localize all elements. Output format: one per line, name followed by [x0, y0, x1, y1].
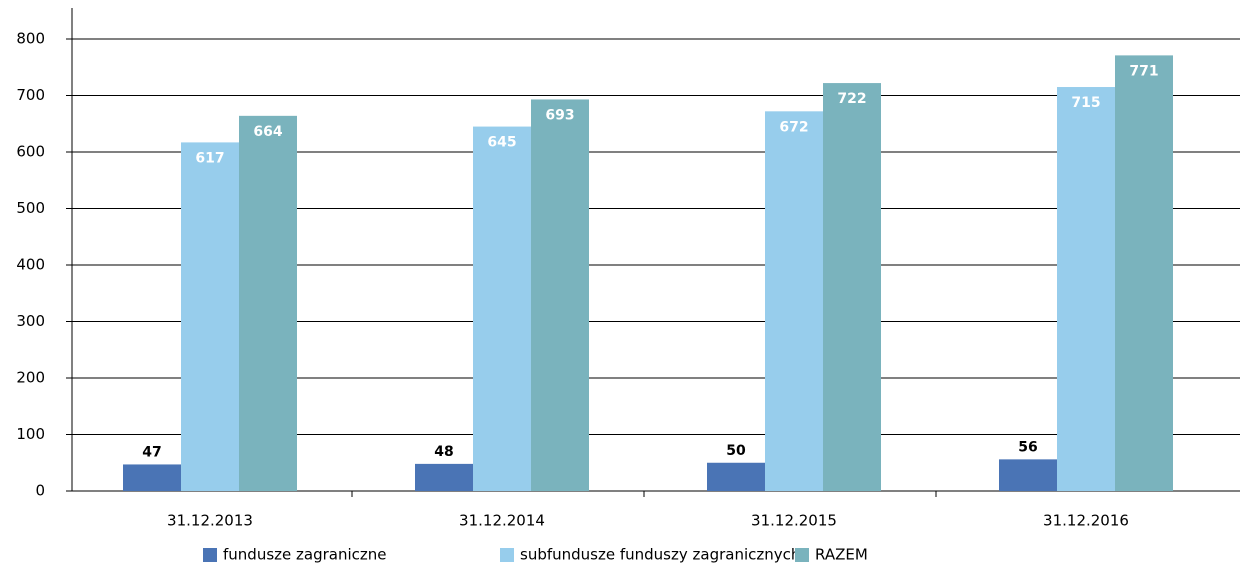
y-tick-label: 600 — [16, 143, 45, 161]
y-tick-label: 500 — [16, 199, 45, 217]
bar — [765, 111, 823, 491]
bar — [707, 462, 765, 491]
legend-label: subfundusze funduszy zagranicznych — [520, 546, 800, 564]
value-label: 617 — [195, 150, 224, 166]
bar — [473, 126, 531, 491]
legend-label: fundusze zagraniczne — [223, 546, 386, 564]
bar — [999, 459, 1057, 491]
bar — [239, 115, 297, 491]
legend-label: RAZEM — [815, 546, 868, 564]
legend-swatch — [500, 548, 514, 562]
bar — [531, 99, 589, 491]
y-tick-label: 200 — [16, 369, 45, 387]
legend-swatch — [795, 548, 809, 562]
y-tick-label: 100 — [16, 425, 45, 443]
bar — [1115, 55, 1173, 491]
y-tick-label: 0 — [35, 482, 45, 500]
value-label: 672 — [779, 119, 808, 135]
bar — [123, 464, 181, 491]
value-label: 56 — [1018, 439, 1037, 455]
value-label: 722 — [837, 91, 866, 107]
bar — [1057, 87, 1115, 492]
value-label: 771 — [1129, 63, 1158, 79]
x-tick-label: 31.12.2013 — [167, 512, 253, 530]
bar — [415, 463, 473, 491]
value-label: 48 — [434, 444, 453, 460]
x-tick-label: 31.12.2015 — [751, 512, 837, 530]
value-label: 664 — [253, 124, 282, 140]
y-tick-label: 800 — [16, 30, 45, 48]
x-tick-label: 31.12.2016 — [1043, 512, 1129, 530]
value-label: 50 — [726, 443, 746, 459]
bar — [181, 142, 239, 491]
y-tick-label: 400 — [16, 256, 45, 274]
bar — [823, 83, 881, 491]
value-label: 693 — [545, 107, 574, 123]
y-tick-label: 700 — [16, 86, 45, 104]
value-label: 715 — [1071, 95, 1100, 111]
value-label: 47 — [142, 444, 161, 460]
x-tick-label: 31.12.2014 — [459, 512, 545, 530]
legend-swatch — [203, 548, 217, 562]
y-tick-label: 300 — [16, 312, 45, 330]
value-label: 645 — [487, 135, 516, 151]
